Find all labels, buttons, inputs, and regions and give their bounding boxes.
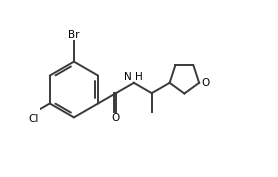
Text: N: N: [125, 72, 132, 82]
Text: Br: Br: [68, 30, 80, 40]
Text: O: O: [112, 113, 120, 123]
Text: H: H: [135, 72, 143, 82]
Text: O: O: [202, 78, 210, 88]
Text: Cl: Cl: [28, 114, 39, 124]
